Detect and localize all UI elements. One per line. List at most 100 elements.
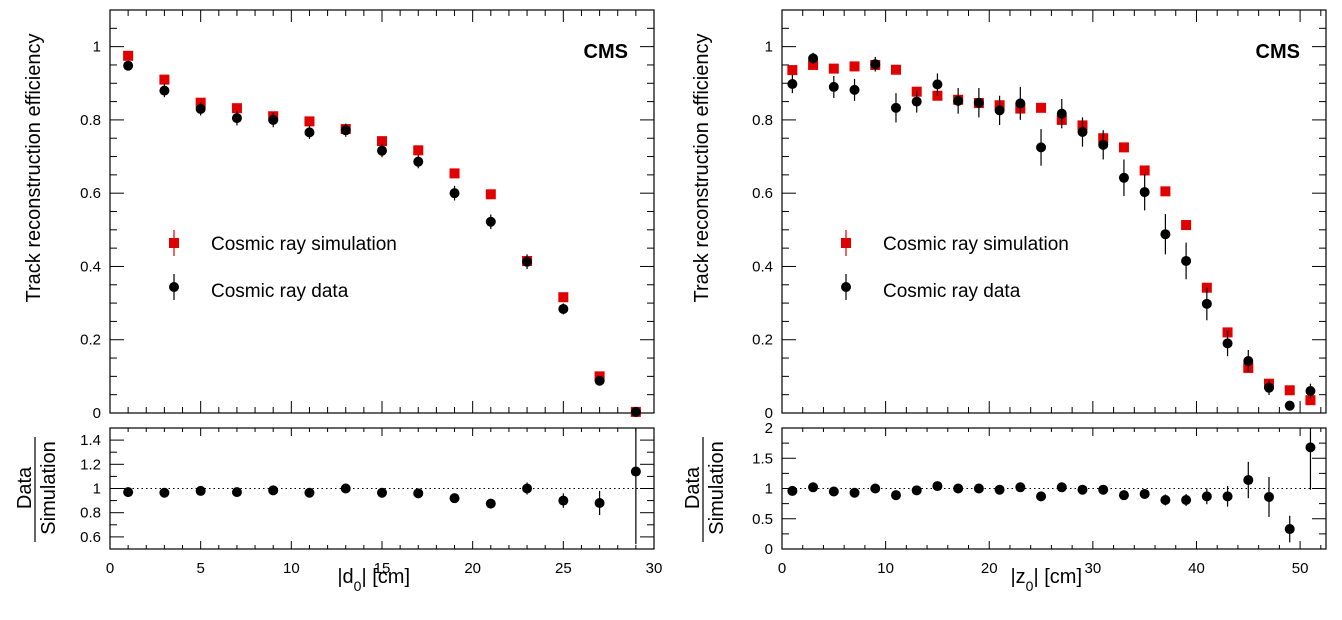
y-tick-label: 0.2 — [80, 332, 101, 349]
x-tick-label: 0 — [778, 560, 786, 577]
simulation-point — [558, 292, 569, 303]
data-point — [268, 114, 279, 125]
legend-data-label: Cosmic ray data — [211, 281, 349, 302]
ratio-point — [953, 483, 964, 494]
x-axis-title-pre: |d — [337, 566, 353, 588]
data-point — [1284, 400, 1295, 411]
y-tick-label: 0.6 — [752, 185, 773, 202]
y-tick-label: 0.8 — [80, 112, 101, 129]
data-point — [522, 256, 533, 267]
ratio-point — [911, 485, 922, 496]
ratio-point — [123, 487, 134, 498]
y-tick-label: 0.4 — [80, 258, 101, 275]
ratio-point — [304, 487, 315, 498]
simulation-point — [1160, 186, 1171, 197]
simulation-point — [890, 64, 901, 75]
legend-simulation-label: Cosmic ray simulation — [211, 234, 397, 255]
ratio-point — [1201, 491, 1212, 502]
y-tick-label: 0.8 — [752, 112, 773, 129]
x-tick-label: 25 — [555, 560, 572, 577]
y-axis-title: Track reconstruction efficiency — [691, 34, 713, 303]
x-axis-title: |d0| [cm] — [337, 566, 410, 594]
data-point — [1139, 187, 1150, 198]
axis-ticks: 0 5 10 15 20 25 30 0 0.2 0.4 0.6 0.8 1 0.6 0.8 1 1.2 1.4 — [80, 9, 662, 577]
ratio-point — [1222, 491, 1233, 502]
x-axis-title-post: | [cm] — [361, 566, 410, 588]
ratio-point — [594, 498, 605, 509]
ratio-point — [1098, 484, 1109, 495]
x-axis-title-pre: |z — [1010, 566, 1025, 588]
ratio-point — [1264, 491, 1275, 502]
ratio-point — [377, 487, 387, 498]
y-tick-label: 1 — [765, 39, 773, 56]
data-point — [231, 113, 242, 124]
ratio-point — [870, 483, 881, 494]
ratio-point — [828, 486, 839, 497]
ratio-point — [1056, 482, 1067, 493]
panel-d0: 0 5 10 15 20 25 3000.20.40.60.810.60.811.21.4 … — [14, 9, 662, 594]
data-point — [932, 79, 943, 90]
simulation-point — [787, 65, 798, 76]
ratio-point — [1036, 491, 1047, 502]
ratio-point — [1077, 484, 1088, 495]
x-tick-label: 10 — [877, 560, 894, 577]
main-plot-frame — [109, 9, 655, 414]
x-tick-label: 10 — [283, 560, 300, 577]
data-series — [787, 52, 1316, 411]
ratio-y-denominator: Simulation — [38, 441, 60, 534]
x-axis-title-sub: 0 — [354, 578, 362, 594]
x-axis-title-post: | [cm] — [1033, 566, 1082, 588]
ratio-point — [1284, 524, 1295, 535]
ratio-point — [231, 487, 242, 498]
data-point — [1222, 338, 1233, 349]
ratio-tick-label: 1.5 — [752, 450, 773, 467]
x-axis-title: |z0| [cm] — [1010, 566, 1082, 594]
simulation-point — [1139, 165, 1150, 176]
simulation-point — [1118, 142, 1129, 153]
data-point — [123, 60, 134, 71]
ratio-point — [849, 487, 860, 498]
simulation-point — [932, 90, 943, 101]
data-point — [911, 96, 922, 107]
legend-simulation-label: Cosmic ray simulation — [883, 234, 1069, 255]
ratio-series — [787, 428, 1316, 543]
x-tick-label: 5 — [196, 560, 204, 577]
ratio-tick-label: 1 — [765, 481, 773, 498]
simulation-point — [231, 103, 242, 114]
ratio-tick-label: 2 — [765, 420, 773, 437]
data-point — [1264, 382, 1275, 393]
data-point — [1201, 298, 1212, 309]
simulation-point — [485, 189, 496, 200]
ratio-point — [787, 485, 798, 496]
y-tick-label: 1 — [93, 39, 101, 56]
ratio-tick-label: 0 — [765, 541, 773, 558]
legend-data-label: Cosmic ray data — [883, 281, 1021, 302]
ratio-point — [340, 483, 351, 494]
ratio-point — [1015, 482, 1026, 493]
data-point — [1036, 142, 1047, 153]
ratio-tick-label: 0.6 — [80, 529, 101, 546]
x-tick-label: 30 — [1085, 560, 1102, 577]
data-point — [994, 105, 1005, 116]
ratio-point — [994, 484, 1005, 495]
ratio-point — [449, 493, 460, 504]
simulation-point — [449, 168, 460, 179]
ratio-point — [268, 485, 279, 496]
simulation-point — [413, 145, 424, 156]
x-tick-label: 0 — [106, 560, 114, 577]
data-point — [1056, 108, 1067, 119]
main-plot-frame — [781, 9, 1327, 414]
ratio-y-denominator: Simulation — [706, 441, 728, 534]
ratio-y-numerator: Data — [682, 466, 704, 509]
cms-label: CMS — [584, 41, 628, 63]
ratio-point — [522, 483, 533, 494]
data-point — [377, 145, 387, 156]
ratio-point — [195, 485, 206, 496]
simulation-point — [1305, 395, 1316, 406]
legend-simulation-marker — [841, 238, 851, 248]
ratio-point — [1181, 494, 1192, 505]
ratio-point — [558, 495, 569, 506]
